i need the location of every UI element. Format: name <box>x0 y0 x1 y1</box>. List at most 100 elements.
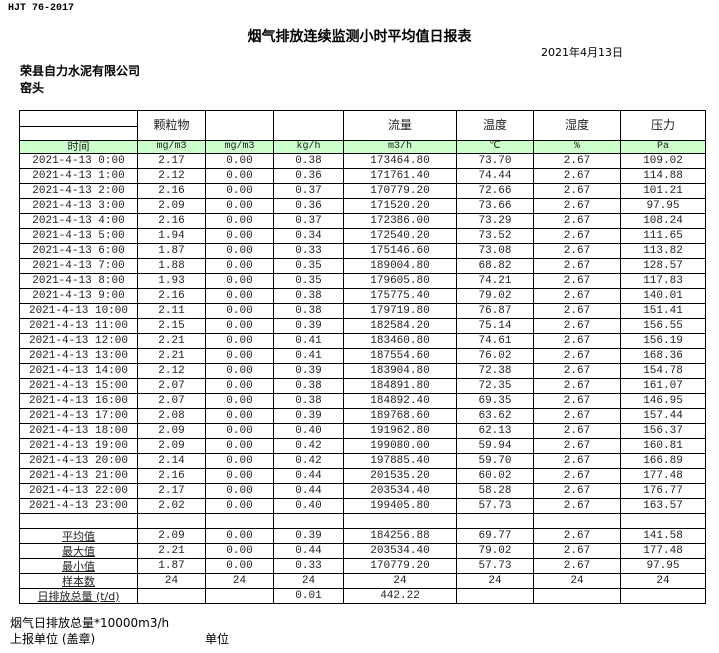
table-row-cell: 2021-4-13 3:00 <box>19 198 138 214</box>
table-row-cell: 111.65 <box>620 228 706 244</box>
stat-row-cell: 141.58 <box>620 528 706 544</box>
table-row-cell: 175146.60 <box>343 243 457 259</box>
table-row: 2021-4-13 14:00 2.12 0.00 0.39 183904.80 72.3… <box>19 363 706 379</box>
blank-row-cell <box>343 513 457 529</box>
table-row: 2021-4-13 16:00 2.07 0.00 0.38 184892.40 69.3… <box>19 393 706 409</box>
table-row-cell: 179719.80 <box>343 303 457 319</box>
header-row-cell <box>205 110 274 141</box>
stat-row-cell: 97.95 <box>620 558 706 574</box>
stat-row-cell: 177.48 <box>620 543 706 559</box>
table-row-cell: 0.33 <box>273 243 344 259</box>
table-row-cell: 2021-4-13 2:00 <box>19 183 138 199</box>
table-row-cell: 2021-4-13 21:00 <box>19 468 138 484</box>
table-row-cell: 0.00 <box>205 228 274 244</box>
table-row-cell: 73.08 <box>456 243 534 259</box>
blank-row-cell <box>19 513 138 529</box>
table-row-cell: 170779.20 <box>343 183 457 199</box>
table-row-cell: 2021-4-13 0:00 <box>19 153 138 169</box>
table-row-cell: 156.55 <box>620 318 706 334</box>
table-row-cell: 0.00 <box>205 453 274 469</box>
stat-row-cell: 2.67 <box>533 543 621 559</box>
table-row-cell: 199405.80 <box>343 498 457 514</box>
table-row-cell: 2.12 <box>137 168 206 184</box>
table-row: 2021-4-13 4:00 2.16 0.00 0.37 172386.00 73.29… <box>19 213 706 229</box>
table-row-cell: 0.00 <box>205 183 274 199</box>
table-row-cell: 0.38 <box>273 303 344 319</box>
table-row-cell: 189004.80 <box>343 258 457 274</box>
table-row-cell: 1.88 <box>137 258 206 274</box>
stat-row-cell: 样本数 <box>19 573 138 589</box>
table-row-cell: 146.95 <box>620 393 706 409</box>
stat-row-cell: 1.87 <box>137 558 206 574</box>
stat-row: 最大值 2.21 0.00 0.44 203534.40 79.02 2.67 177.48 <box>19 543 706 559</box>
table-row-cell: 2.67 <box>533 213 621 229</box>
blank-row-cell <box>273 513 344 529</box>
header-row-cell: 颗粒物 <box>137 110 206 141</box>
table-row: 2021-4-13 9:00 2.16 0.00 0.38 175775.40 79.02… <box>19 288 706 304</box>
company-name: 荣县自力水泥有限公司 <box>20 64 141 78</box>
table-row-cell: 2.67 <box>533 198 621 214</box>
table-row-cell: 58.28 <box>456 483 534 499</box>
table-row-cell: 0.35 <box>273 258 344 274</box>
table-row-cell: 171761.40 <box>343 168 457 184</box>
table-row-cell: 172386.00 <box>343 213 457 229</box>
table-row-cell: 182584.20 <box>343 318 457 334</box>
header-row-cell: 压力 <box>620 110 706 141</box>
table-row-cell: 0.41 <box>273 333 344 349</box>
table-row-cell: 0.38 <box>273 288 344 304</box>
table-row-cell: 177.48 <box>620 468 706 484</box>
table-row-cell: 0.00 <box>205 378 274 394</box>
table-row-cell: 108.24 <box>620 213 706 229</box>
table-row-cell: 2.67 <box>533 363 621 379</box>
table-row: 2021-4-13 5:00 1.94 0.00 0.34 172540.20 73.52… <box>19 228 706 244</box>
table-row-cell: 73.70 <box>456 153 534 169</box>
table-row-cell: 172540.20 <box>343 228 457 244</box>
table-row-cell: 2021-4-13 12:00 <box>19 333 138 349</box>
units-row-cell: 时间 <box>19 140 138 154</box>
table-row-cell: 1.87 <box>137 243 206 259</box>
stat-row-cell <box>620 588 706 604</box>
stat-row-cell: 170779.20 <box>343 558 457 574</box>
table-row-cell: 0.00 <box>205 363 274 379</box>
stat-row-cell: 最小值 <box>19 558 138 574</box>
table-row-cell: 0.00 <box>205 333 274 349</box>
table-row-cell: 0.00 <box>205 348 274 364</box>
table-row-cell: 0.00 <box>205 393 274 409</box>
table-row: 2021-4-13 3:00 2.09 0.00 0.36 171520.20 73.66… <box>19 198 706 214</box>
stat-row: 最小值 1.87 0.00 0.33 170779.20 57.73 2.67 97.95 <box>19 558 706 574</box>
unit-label: 单位 <box>205 632 230 646</box>
table-row-cell: 179605.80 <box>343 273 457 289</box>
table-row-cell: 2021-4-13 11:00 <box>19 318 138 334</box>
table-row-cell: 72.35 <box>456 378 534 394</box>
table-row-cell: 72.38 <box>456 363 534 379</box>
table-row-cell: 1.93 <box>137 273 206 289</box>
table-row: 2021-4-13 15:00 2.07 0.00 0.38 184891.80 72.3… <box>19 378 706 394</box>
stat-row-cell: 2.09 <box>137 528 206 544</box>
units-row-cell: Pa <box>620 140 706 154</box>
units-row: 时间 mg/m3 mg/m3 kg/h m3/h ℃% Pa <box>19 140 706 154</box>
stat-row-cell: 24 <box>273 573 344 589</box>
stat-row-cell: 2.21 <box>137 543 206 559</box>
table-row-cell: 197885.40 <box>343 453 457 469</box>
table-row: 2021-4-13 23:00 2.02 0.00 0.40 199405.80 57.7… <box>19 498 706 514</box>
table-row-cell: 0.00 <box>205 408 274 424</box>
table-row-cell: 114.88 <box>620 168 706 184</box>
units-row-cell: % <box>533 140 621 154</box>
stat-row: 日排放总量 (t/d) 0.01 442.22 <box>19 588 706 604</box>
stat-row-cell: 0.00 <box>205 543 274 559</box>
table-row-cell: 2.07 <box>137 378 206 394</box>
table-row-cell: 2.11 <box>137 303 206 319</box>
site-name: 窑头 <box>20 81 45 95</box>
table-row-cell: 2.67 <box>533 438 621 454</box>
table-row-cell: 2.67 <box>533 168 621 184</box>
blank-row-cell <box>620 513 706 529</box>
units-row-cell: m3/h <box>343 140 457 154</box>
stat-row-cell: 69.77 <box>456 528 534 544</box>
table-row-cell: 0.42 <box>273 438 344 454</box>
table-row-cell: 0.35 <box>273 273 344 289</box>
blank-row <box>19 513 706 529</box>
table-row: 2021-4-13 10:00 2.11 0.00 0.38 179719.80 76.8… <box>19 303 706 319</box>
table-row: 2021-4-13 1:00 2.12 0.00 0.36 171761.40 74.44… <box>19 168 706 184</box>
table-row-cell: 128.57 <box>620 258 706 274</box>
stat-row-cell: 57.73 <box>456 558 534 574</box>
